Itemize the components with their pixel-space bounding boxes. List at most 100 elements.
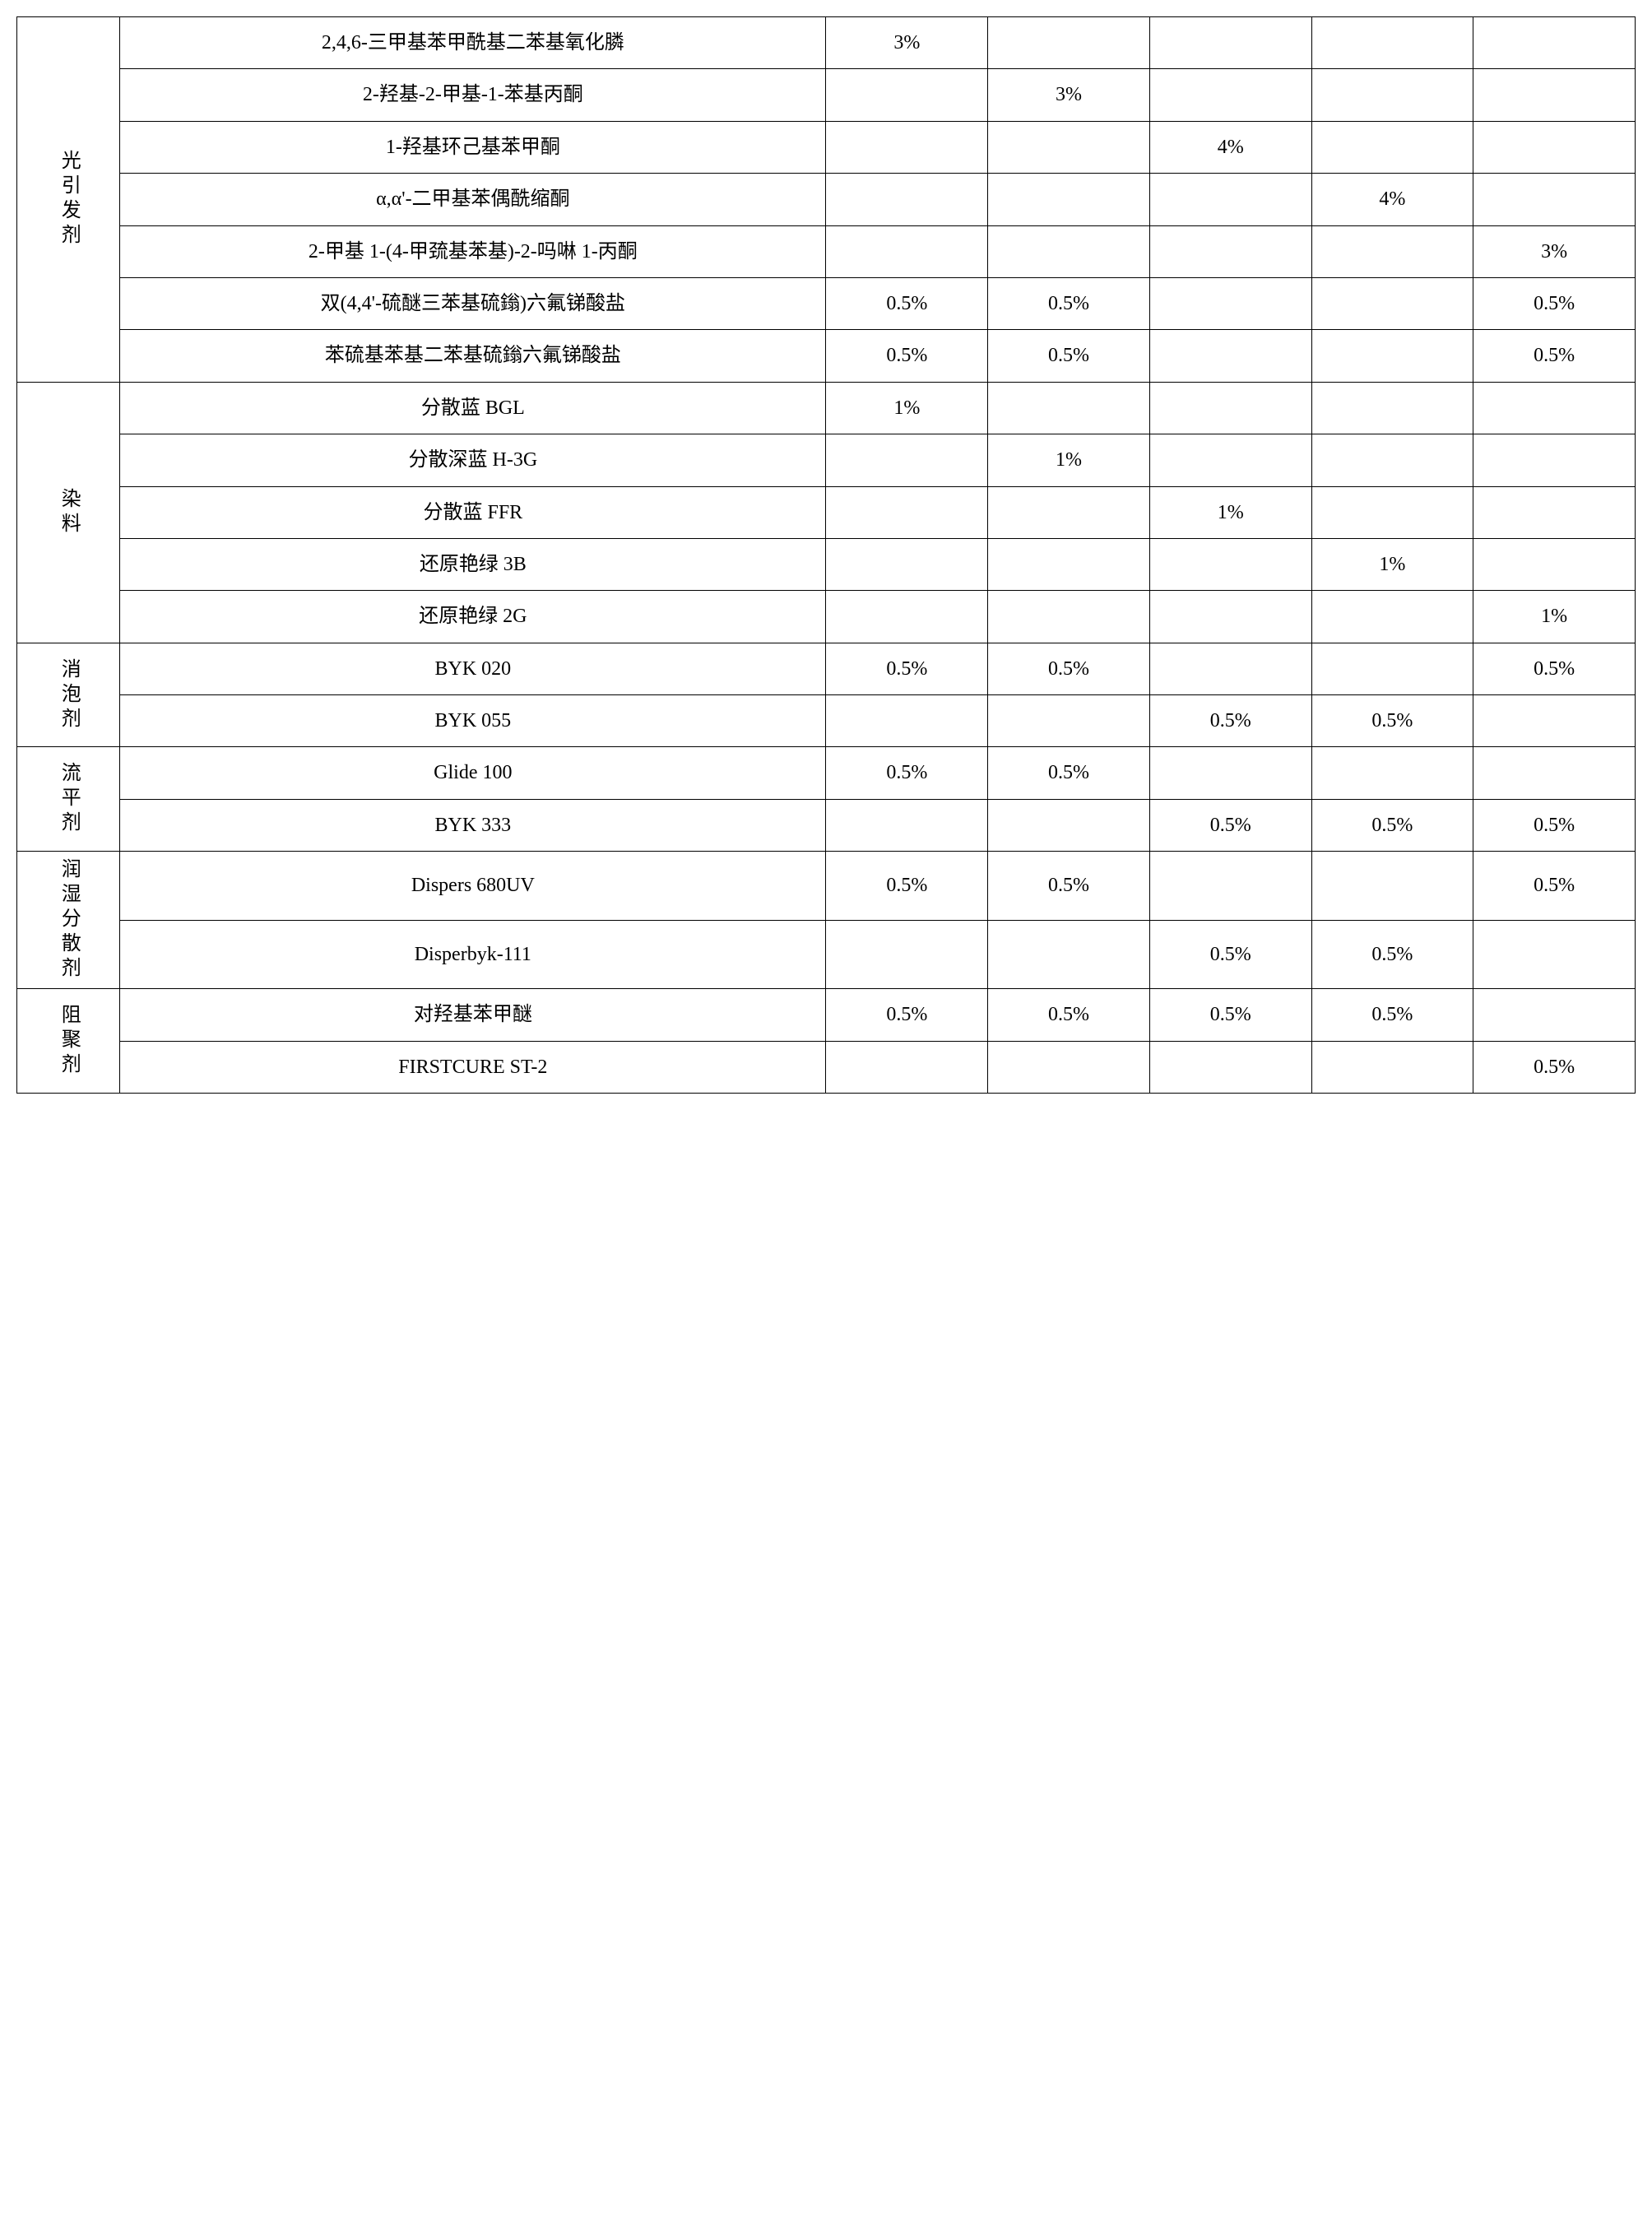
value-cell: 0.5% [826, 852, 988, 921]
item-cell: BYK 333 [120, 799, 826, 851]
value-cell [1149, 277, 1311, 329]
table-row: 阻聚剂对羟基苯甲醚0.5%0.5%0.5%0.5% [17, 989, 1636, 1041]
value-cell: 1% [1311, 538, 1473, 590]
value-cell [1311, 434, 1473, 486]
value-cell [988, 174, 1150, 225]
value-cell [826, 434, 988, 486]
value-cell: 3% [1473, 225, 1636, 277]
value-cell: 0.5% [1473, 277, 1636, 329]
value-cell [1149, 747, 1311, 799]
table-row: 分散深蓝 H-3G 1% [17, 434, 1636, 486]
value-cell: 0.5% [988, 277, 1150, 329]
value-cell [1311, 17, 1473, 69]
value-cell [988, 799, 1150, 851]
value-cell [1311, 643, 1473, 694]
value-cell: 0.5% [988, 989, 1150, 1041]
table-row: 光引发剂2,4,6-三甲基苯甲酰基二苯基氧化膦3% [17, 17, 1636, 69]
value-cell [1149, 591, 1311, 643]
value-cell [826, 225, 988, 277]
item-cell: BYK 020 [120, 643, 826, 694]
value-cell [1149, 174, 1311, 225]
value-cell: 1% [988, 434, 1150, 486]
value-cell [1311, 852, 1473, 921]
value-cell [988, 17, 1150, 69]
value-cell [1149, 330, 1311, 382]
item-cell: Disperbyk-111 [120, 920, 826, 989]
value-cell [1149, 382, 1311, 434]
value-cell [988, 920, 1150, 989]
value-cell: 1% [1149, 486, 1311, 538]
item-cell: 分散蓝 BGL [120, 382, 826, 434]
value-cell: 0.5% [1149, 989, 1311, 1041]
value-cell [1311, 69, 1473, 121]
value-cell [1149, 643, 1311, 694]
value-cell [1311, 747, 1473, 799]
item-cell: 还原艳绿 2G [120, 591, 826, 643]
value-cell: 3% [988, 69, 1150, 121]
value-cell [826, 591, 988, 643]
value-cell: 0.5% [1311, 799, 1473, 851]
table-row: 苯硫基苯基二苯基硫鎓六氟锑酸盐0.5%0.5%0.5% [17, 330, 1636, 382]
table-row: 润湿分散剂Dispers 680UV0.5%0.5%0.5% [17, 852, 1636, 921]
table-row: FIRSTCURE ST-2 0.5% [17, 1041, 1636, 1093]
value-cell [1149, 538, 1311, 590]
table-row: Disperbyk-1110.5%0.5% [17, 920, 1636, 989]
value-cell [826, 121, 988, 173]
value-cell: 0.5% [988, 852, 1150, 921]
value-cell: 4% [1311, 174, 1473, 225]
item-cell: 苯硫基苯基二苯基硫鎓六氟锑酸盐 [120, 330, 826, 382]
value-cell [1473, 382, 1636, 434]
value-cell [1473, 538, 1636, 590]
item-cell: BYK 055 [120, 695, 826, 747]
value-cell: 0.5% [826, 330, 988, 382]
category-cell: 消泡剂 [17, 643, 120, 747]
value-cell [1149, 17, 1311, 69]
value-cell: 0.5% [1149, 695, 1311, 747]
value-cell [988, 382, 1150, 434]
value-cell [1311, 225, 1473, 277]
value-cell: 0.5% [1473, 643, 1636, 694]
item-cell: 2-羟基-2-甲基-1-苯基丙酮 [120, 69, 826, 121]
value-cell: 0.5% [1311, 695, 1473, 747]
table-row: 还原艳绿 2G1% [17, 591, 1636, 643]
value-cell: 0.5% [1149, 799, 1311, 851]
value-cell [988, 121, 1150, 173]
value-cell [826, 799, 988, 851]
value-cell [1473, 989, 1636, 1041]
value-cell [1473, 121, 1636, 173]
value-cell: 0.5% [1473, 799, 1636, 851]
value-cell [1149, 1041, 1311, 1093]
value-cell [1311, 330, 1473, 382]
value-cell [988, 486, 1150, 538]
value-cell: 0.5% [1473, 1041, 1636, 1093]
value-cell [1473, 434, 1636, 486]
value-cell: 0.5% [988, 747, 1150, 799]
table-row: BYK 055 0.5%0.5% [17, 695, 1636, 747]
value-cell: 0.5% [1311, 920, 1473, 989]
table-row: 还原艳绿 3B 1% [17, 538, 1636, 590]
item-cell: 分散深蓝 H-3G [120, 434, 826, 486]
value-cell [826, 538, 988, 590]
value-cell [1473, 747, 1636, 799]
item-cell: 2,4,6-三甲基苯甲酰基二苯基氧化膦 [120, 17, 826, 69]
item-cell: 对羟基苯甲醚 [120, 989, 826, 1041]
category-cell: 流平剂 [17, 747, 120, 852]
value-cell [988, 591, 1150, 643]
value-cell [1149, 434, 1311, 486]
value-cell [826, 486, 988, 538]
value-cell: 0.5% [826, 643, 988, 694]
composition-table: 光引发剂2,4,6-三甲基苯甲酰基二苯基氧化膦3%2-羟基-2-甲基-1-苯基丙… [16, 16, 1636, 1094]
item-cell: 还原艳绿 3B [120, 538, 826, 590]
item-cell: FIRSTCURE ST-2 [120, 1041, 826, 1093]
value-cell [1473, 17, 1636, 69]
value-cell [1311, 121, 1473, 173]
value-cell: 0.5% [988, 643, 1150, 694]
value-cell [988, 1041, 1150, 1093]
table-row: 染料分散蓝 BGL1% [17, 382, 1636, 434]
value-cell: 1% [826, 382, 988, 434]
table-row: 消泡剂BYK 0200.5%0.5%0.5% [17, 643, 1636, 694]
value-cell: 0.5% [1473, 330, 1636, 382]
value-cell: 4% [1149, 121, 1311, 173]
value-cell [988, 225, 1150, 277]
value-cell [1149, 69, 1311, 121]
